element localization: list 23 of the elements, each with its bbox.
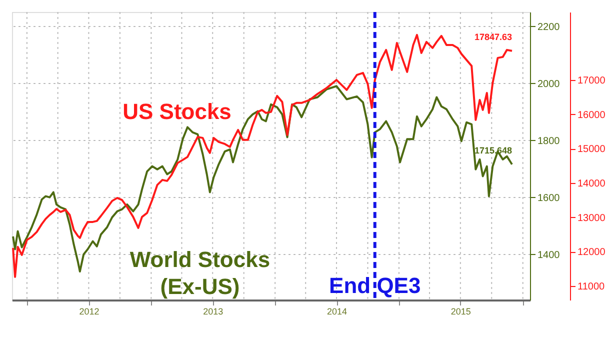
y2-tick-label: 12000 [578,247,606,258]
y-tick-label: 1800 [538,136,560,147]
x-tick-label: 2012 [79,306,100,316]
y2-tick-label: 16000 [578,110,606,121]
line-series [12,34,514,278]
y2-tick-label: 13000 [578,212,606,224]
y2-tick-label: 17000 [578,75,606,86]
x-tick-label: 2015 [450,306,471,316]
y2-tick-label: 11000 [578,281,606,292]
series-label: US Stocks [122,99,232,124]
series-label: World Stocks (Ex-US) [130,247,270,299]
y-tick-label: 1400 [538,250,560,261]
y-tick-label: 1600 [538,192,560,204]
data-label: 1715.648 [474,145,512,156]
x-tick-label: 2014 [327,306,348,316]
data-label: 17847.63 [474,32,512,42]
y2-tick-label: 15000 [578,144,606,156]
y-tick-label: 2200 [538,22,560,33]
y-tick-label: 2000 [538,78,560,90]
x-tick-label: 2013 [203,306,224,316]
y2-tick-label: 14000 [578,178,606,190]
line-series [12,85,514,272]
ref-line-label: End QE3 [329,273,421,298]
